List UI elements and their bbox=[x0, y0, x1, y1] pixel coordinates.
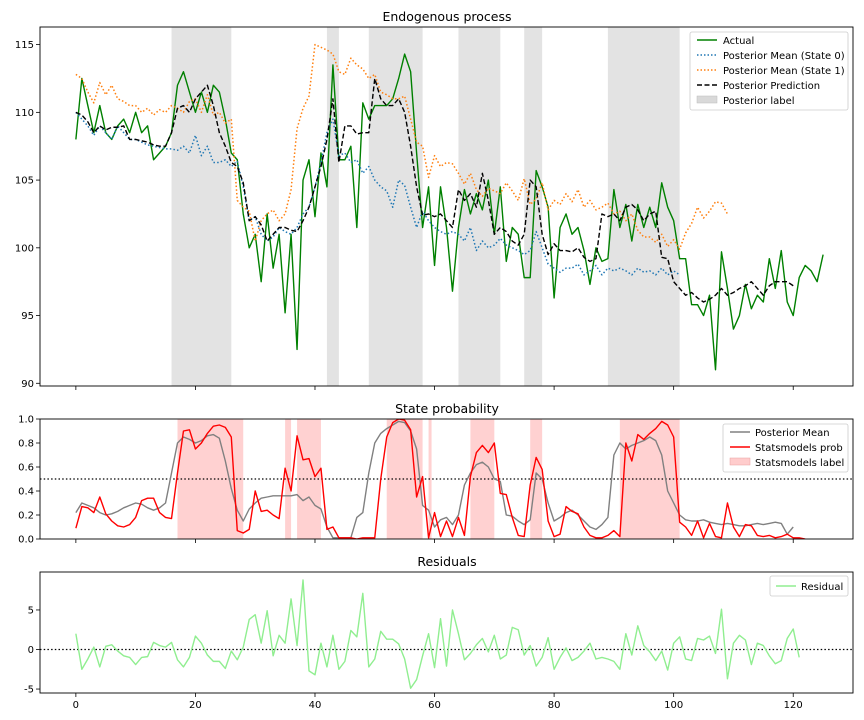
band-4 bbox=[524, 27, 543, 386]
band-5 bbox=[607, 27, 680, 386]
y-tick-label: 0.0 bbox=[18, 535, 34, 546]
band-5 bbox=[470, 419, 495, 539]
series-posterior-mean bbox=[75, 420, 794, 539]
legend-label-residual: Residual bbox=[801, 582, 843, 593]
y-tick-label: 0 bbox=[28, 645, 34, 656]
band-3 bbox=[458, 27, 501, 386]
band-4 bbox=[428, 419, 432, 539]
y-tick-label: 100 bbox=[15, 243, 34, 254]
legend: Actual Posterior Mean (State 0) Posterio… bbox=[689, 31, 849, 111]
band-0 bbox=[171, 27, 232, 386]
y-tick-label: 5 bbox=[28, 605, 34, 616]
y-tick-label: 105 bbox=[15, 176, 34, 187]
x-tick-label: 60 bbox=[428, 700, 441, 711]
band-1 bbox=[326, 27, 339, 386]
x-tick-label: 100 bbox=[664, 700, 683, 711]
panel-title: Residuals bbox=[417, 554, 476, 569]
legend-label-posterior-label: Posterior label bbox=[723, 96, 795, 107]
legend-label-state1: Posterior Mean (State 1) bbox=[723, 66, 845, 77]
series-posterior-prediction bbox=[75, 77, 794, 303]
panel-state-probability: State probability 0.0 0.2 0.4 0.6 0.8 1.0 Pos… bbox=[18, 401, 854, 546]
y-tick-label: 0.4 bbox=[18, 487, 34, 498]
plot-frame bbox=[39, 418, 854, 540]
plot-frame bbox=[39, 26, 854, 387]
legend-label-statsmodels-label: Statsmodels label bbox=[755, 458, 844, 469]
y-tick-label: 90 bbox=[21, 379, 34, 390]
legend: Residual bbox=[769, 575, 849, 597]
y-tick-label: 115 bbox=[15, 40, 34, 51]
series-residual bbox=[75, 579, 800, 689]
y-tick-label: 0.8 bbox=[18, 439, 34, 450]
x-tick-label: 120 bbox=[784, 700, 803, 711]
band-2 bbox=[368, 27, 423, 386]
band-2 bbox=[297, 419, 321, 539]
y-tick-label: 110 bbox=[15, 108, 34, 119]
legend: Posterior Mean Statsmodels prob Statsmod… bbox=[722, 423, 849, 473]
legend-swatch-posterior-label bbox=[696, 95, 718, 104]
series-statsmodels-prob bbox=[75, 419, 806, 539]
legend-label-state0: Posterior Mean (State 0) bbox=[723, 51, 845, 62]
panel-residuals: Residuals -5 0 5 0 20 40 60 80 100 120 Residual bbox=[24, 554, 854, 711]
y-tick-label: -5 bbox=[24, 685, 34, 696]
series-actual bbox=[75, 53, 824, 371]
plot-frame bbox=[39, 571, 854, 694]
x-tick-label: 20 bbox=[189, 700, 202, 711]
legend-label-posterior-mean: Posterior Mean bbox=[755, 428, 830, 439]
legend-label-statsmodels-prob: Statsmodels prob bbox=[755, 443, 843, 454]
series-posterior-mean-state-0 bbox=[75, 111, 681, 276]
legend-swatch-statsmodels-label bbox=[729, 457, 751, 466]
panel-endogenous-process: Endogenous process 90 95 100 105 110 115 Actu… bbox=[15, 9, 854, 390]
y-tick-label: 95 bbox=[21, 311, 34, 322]
x-tick-label: 40 bbox=[309, 700, 322, 711]
y-tick-label: 0.2 bbox=[18, 511, 34, 522]
legend-label-actual: Actual bbox=[723, 36, 754, 47]
panel-title: State probability bbox=[395, 401, 499, 416]
y-tick-label: 0.6 bbox=[18, 463, 34, 474]
legend-label-prediction: Posterior Prediction bbox=[723, 81, 820, 92]
y-tick-label: 1.0 bbox=[18, 415, 34, 426]
x-tick-label: 0 bbox=[73, 700, 79, 711]
x-tick-label: 80 bbox=[548, 700, 561, 711]
panel-title: Endogenous process bbox=[382, 9, 511, 24]
